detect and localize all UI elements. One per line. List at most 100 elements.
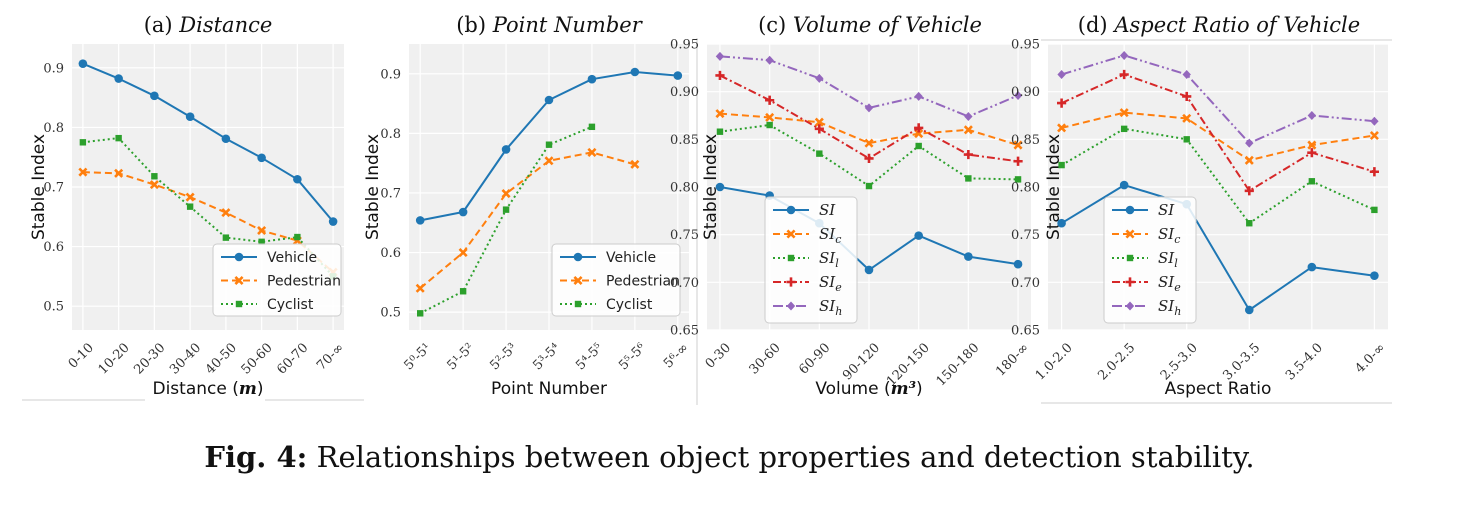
legend-label-sub: h [1174, 305, 1181, 318]
data-point [328, 217, 338, 226]
x-tick-label: 50-60 [239, 340, 276, 377]
legend-label: SIc [1158, 225, 1180, 246]
x-tick-label: 5⁰-5¹ [402, 340, 435, 373]
legend-label-sub: h [835, 305, 842, 318]
x-axis-label-suffix: ) [916, 379, 923, 399]
figure-caption: Fig. 4: Relationships between object pro… [0, 440, 1459, 474]
data-point [588, 123, 596, 131]
legend-label: SIl [819, 249, 839, 270]
data-point [458, 248, 468, 258]
data-point [79, 139, 87, 146]
y-tick-label: 0.9 [380, 67, 401, 82]
data-point [1307, 111, 1317, 120]
x-tick-label: 90-120 [840, 340, 883, 383]
chart-panel-c: (c) Volume of Vehicle 0.65 0.70 0.75 0.80 0.8… [670, 13, 1032, 399]
data-point [502, 206, 510, 213]
data-point [1244, 155, 1254, 165]
y-tick-label: 0.6 [43, 240, 64, 255]
data-point [186, 203, 194, 210]
data-point [964, 111, 973, 121]
data-point [864, 103, 874, 113]
x-axis-label-text: Aspect Ratio [1165, 379, 1272, 399]
series-line [1061, 54, 1375, 145]
data-point [545, 141, 553, 148]
data-point [1182, 113, 1192, 123]
caption-label: Fig. 4: [204, 440, 308, 474]
data-point [1119, 180, 1129, 190]
legend-label-main: SI [1158, 225, 1175, 243]
data-point [815, 73, 824, 83]
chart-title-prefix: (b) [456, 13, 493, 37]
legend-label-sub: l [1174, 257, 1178, 270]
data-point [716, 128, 724, 135]
data-point [1244, 186, 1254, 196]
chart-title-italic: Distance [178, 13, 272, 37]
legend-label-sub: l [835, 257, 839, 270]
y-tick-label: 0.7 [380, 186, 401, 201]
y-axis-label: Stable Index [363, 134, 383, 240]
legend-marker [1126, 254, 1134, 262]
legend-marker [235, 300, 243, 308]
data-point [185, 192, 195, 202]
legend-label-main: SI [1158, 201, 1175, 219]
data-point [1245, 138, 1254, 148]
x-tick-label: 2.5-3.0 [1158, 340, 1201, 383]
legend-box [764, 196, 858, 324]
legend-label-main: SI [819, 201, 836, 219]
legend-label: Cyclist [267, 297, 314, 313]
data-point [1371, 206, 1378, 214]
y-tick-label: 0.80 [670, 181, 699, 196]
x-tick-label: 10-20 [96, 340, 133, 377]
x-tick-label: 20-30 [131, 340, 168, 377]
legend-label: SIh [819, 297, 842, 318]
data-point [864, 138, 874, 148]
data-point [1308, 178, 1316, 185]
data-point [151, 173, 158, 180]
y-tick-label: 0.75 [1011, 228, 1040, 243]
legend-label: Vehicle [606, 250, 656, 266]
data-point [1013, 156, 1023, 166]
data-point [914, 129, 924, 139]
data-point [294, 233, 301, 241]
data-point [185, 112, 195, 121]
x-tick-label: 3.5-4.0 [1283, 340, 1326, 383]
y-tick-label: 0.5 [43, 300, 64, 315]
legend-label: SI [819, 201, 836, 219]
legend-marker [786, 277, 796, 287]
data-point [1119, 108, 1129, 118]
y-tick-label: 0.65 [1011, 324, 1040, 339]
data-point [865, 182, 873, 190]
legend-label: Cyclist [606, 297, 653, 313]
y-tick-label: 0.8 [380, 127, 401, 142]
x-axis-label-text: Distance ( [152, 379, 238, 399]
data-point [78, 59, 88, 68]
data-point [715, 182, 725, 192]
data-point [864, 153, 874, 163]
data-point [1014, 176, 1022, 183]
data-point [1013, 259, 1023, 269]
data-point [1057, 70, 1066, 80]
data-point [766, 121, 773, 129]
y-tick-label: 0.85 [670, 133, 699, 148]
x-axis-label: Volume (m³) [815, 379, 922, 399]
legend-marker [573, 275, 583, 286]
data-point [914, 231, 923, 240]
data-point [1057, 98, 1067, 108]
x-tick-label: 1.0-2.0 [1033, 340, 1076, 383]
data-point [864, 265, 874, 275]
legend-marker [786, 301, 796, 311]
legend-label: SIh [1158, 297, 1181, 318]
y-tick-label: 0.5 [380, 306, 401, 321]
y-tick-label: 0.8 [43, 121, 64, 136]
data-point [914, 91, 923, 101]
chart-title: (a) Distance [144, 13, 273, 37]
data-point [458, 207, 468, 217]
data-point [221, 208, 231, 218]
legend-marker [786, 229, 796, 239]
y-tick-label: 0.90 [670, 85, 699, 100]
data-point [1369, 131, 1379, 141]
data-point [1119, 69, 1129, 80]
data-point [765, 95, 775, 105]
chart-title: (c) Volume of Vehicle [758, 13, 982, 37]
